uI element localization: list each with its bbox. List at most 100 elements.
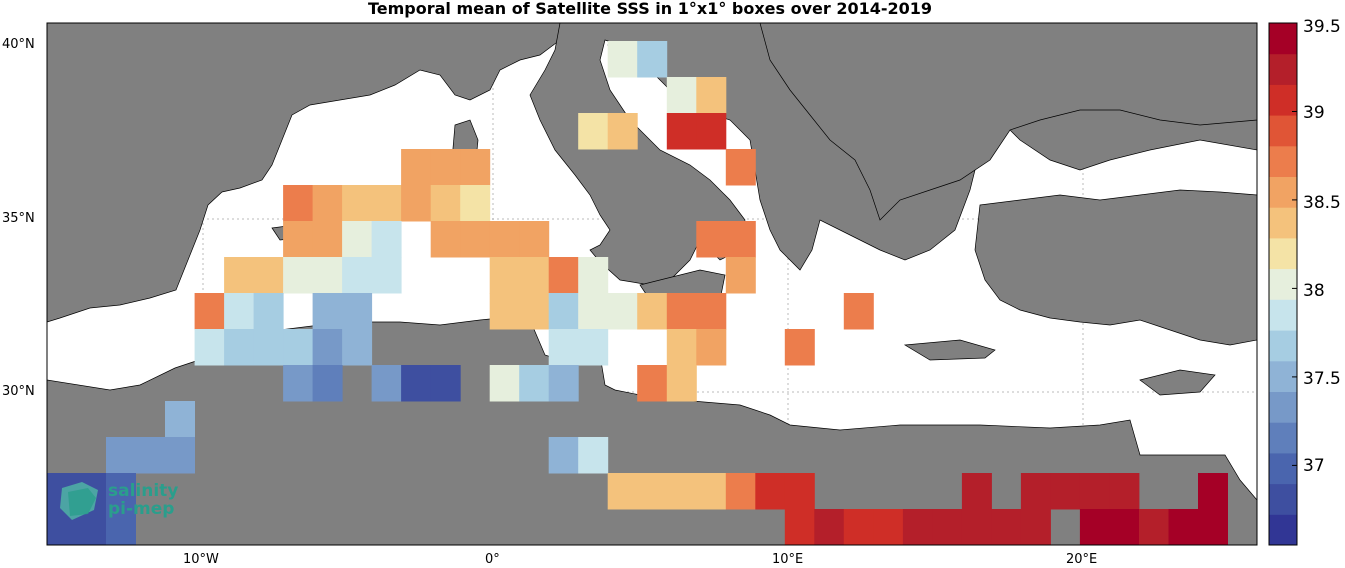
sss-cell: [784, 509, 815, 546]
sss-cell: [371, 257, 402, 294]
sss-cell: [371, 185, 402, 222]
colorbar-segment: [1269, 53, 1297, 85]
sss-cell: [696, 473, 727, 510]
colorbar-segment: [1269, 176, 1297, 208]
x-tick-label: 0°: [485, 552, 500, 567]
sss-cell: [637, 365, 668, 402]
sss-cell: [460, 221, 491, 258]
sss-cell: [489, 293, 520, 330]
sss-cell: [696, 77, 727, 114]
sss-cell: [548, 329, 579, 366]
sss-cell: [430, 365, 461, 402]
colorbar-segment: [1269, 330, 1297, 362]
sss-cell: [637, 293, 668, 330]
sss-cell: [253, 329, 284, 366]
sss-cell: [371, 221, 402, 258]
sss-cell: [165, 437, 195, 474]
sss-cell: [312, 329, 343, 366]
sss-cell: [578, 437, 609, 474]
colorbar-segment: [1269, 84, 1297, 116]
sss-cell: [460, 185, 491, 222]
sss-cell: [342, 185, 373, 222]
colorbar-segment: [1269, 483, 1297, 515]
sss-cell: [1109, 509, 1140, 546]
sss-cell: [666, 77, 697, 114]
sss-cell: [725, 221, 756, 258]
land-cyprus: [1139, 369, 1216, 396]
sss-cell: [519, 365, 550, 402]
sss-cell: [1168, 509, 1199, 546]
sss-cell: [283, 329, 314, 366]
colorbar-tick-label: 37.5: [1303, 369, 1341, 389]
sss-cell: [548, 365, 579, 402]
logo-text-salinity: salinity: [108, 481, 179, 501]
logo-text-pimep: pi-mep: [108, 499, 175, 519]
sss-cell: [489, 365, 520, 402]
sss-cell: [1139, 509, 1169, 546]
sss-cell: [194, 329, 225, 366]
colorbar-segment: [1269, 115, 1297, 147]
sss-cell: [135, 437, 166, 474]
sss-cell: [696, 113, 727, 150]
sss-cell: [342, 329, 373, 366]
sss-cell: [902, 509, 933, 546]
sss-cell: [873, 509, 904, 546]
sss-cell: [519, 293, 550, 330]
sss-cell: [637, 41, 668, 78]
colorbar-segment: [1269, 145, 1297, 177]
sss-cell: [1198, 509, 1228, 546]
land-anatolia: [974, 189, 1258, 346]
y-tick-label: 30°N: [2, 384, 35, 399]
sss-cell: [283, 221, 314, 258]
sss-cell: [637, 473, 668, 510]
land-crete: [903, 339, 996, 361]
colorbar: [1268, 22, 1298, 546]
sss-cell: [283, 185, 314, 222]
sss-cell: [430, 149, 461, 186]
sss-cell: [106, 473, 136, 510]
sss-cell: [312, 293, 343, 330]
x-tick-label: 20°E: [1066, 552, 1098, 567]
sss-cell: [253, 293, 284, 330]
sss-cell: [666, 113, 697, 150]
colorbar-segment: [1269, 299, 1297, 331]
sss-cell: [607, 293, 638, 330]
sss-cell: [666, 329, 697, 366]
colorbar-segment: [1269, 514, 1297, 546]
sss-cell: [578, 113, 609, 150]
y-tick-label: 35°N: [2, 211, 35, 226]
colorbar-tick-label: 39.5: [1303, 17, 1341, 37]
sss-cell: [725, 473, 756, 510]
sss-cell: [548, 257, 579, 294]
sss-cell: [401, 185, 432, 222]
sss-cell: [430, 185, 461, 222]
sss-cell: [1079, 473, 1110, 510]
sss-cell: [283, 257, 314, 294]
colorbar-segment: [1269, 268, 1297, 300]
sss-cell: [460, 149, 491, 186]
sss-cell: [666, 365, 697, 402]
sss-cell: [519, 257, 550, 294]
sss-cell: [784, 473, 815, 510]
sss-cell: [548, 437, 579, 474]
colorbar-segment: [1269, 391, 1297, 423]
sss-cell: [312, 257, 343, 294]
sss-cell: [961, 509, 992, 546]
colorbar-tick-label: 38.5: [1303, 193, 1341, 213]
sss-cell: [578, 329, 609, 366]
sss-cell: [961, 473, 992, 510]
sss-cell: [224, 257, 255, 294]
land-europe-west: [46, 22, 561, 323]
land-balkans: [620, 22, 1258, 221]
colorbar-segment: [1269, 207, 1297, 239]
sss-cell: [725, 149, 756, 186]
sss-cell: [578, 293, 609, 330]
sss-cell: [607, 41, 638, 78]
colorbar-tick-label: 39: [1303, 103, 1325, 123]
sss-cell: [106, 509, 136, 546]
sss-cell: [1079, 509, 1110, 546]
sss-cell: [430, 221, 461, 258]
sss-cell: [991, 509, 1022, 546]
sss-cell: [401, 365, 432, 402]
